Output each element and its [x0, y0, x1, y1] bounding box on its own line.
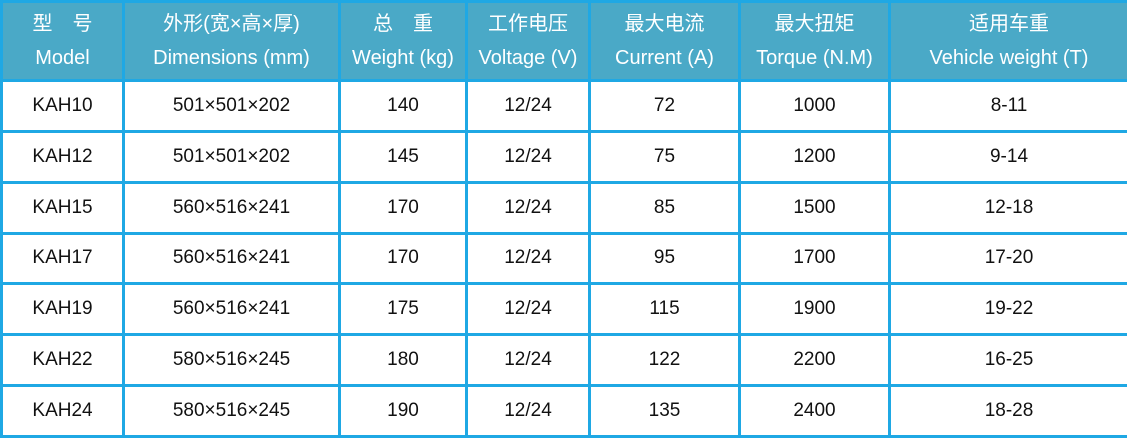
table-row: KAH15 560×516×241 170 12/24 85 1500 12-18	[0, 180, 1127, 235]
cell-torque: 1500	[738, 180, 891, 235]
header-zh: 外形(宽×高×厚)	[163, 13, 300, 35]
cell-voltage: 12/24	[465, 282, 591, 337]
table-row: KAH10 501×501×202 140 12/24 72 1000 8-11	[0, 79, 1127, 133]
cell-current: 75	[588, 129, 741, 184]
cell-torque: 2200	[738, 333, 891, 388]
cell-torque: 1900	[738, 282, 891, 337]
table-row: KAH22 580×516×245 180 12/24 122 2200 16-25	[0, 333, 1127, 388]
cell-dimensions: 580×516×245	[122, 384, 341, 438]
cell-vehicle-weight: 17-20	[888, 231, 1127, 286]
table-row: KAH19 560×516×241 175 12/24 115 1900 19-22	[0, 282, 1127, 337]
header-row: 型 号 Model 外形(宽×高×厚) Dimensions (mm) 总 重 Weigh…	[0, 0, 1127, 82]
cell-current: 72	[588, 79, 741, 133]
header-model: 型 号 Model	[0, 0, 125, 82]
header-vehicle-weight: 适用车重 Vehicle weight (T)	[888, 0, 1127, 82]
header-zh: 最大扭矩	[774, 13, 855, 35]
cell-voltage: 12/24	[465, 79, 591, 133]
cell-torque: 1700	[738, 231, 891, 286]
cell-torque: 1200	[738, 129, 891, 184]
header-zh: 总 重	[373, 13, 433, 35]
table-row: KAH12 501×501×202 145 12/24 75 1200 9-14	[0, 129, 1127, 184]
cell-weight: 170	[338, 231, 468, 286]
cell-vehicle-weight: 8-11	[888, 79, 1127, 133]
cell-weight: 140	[338, 79, 468, 133]
cell-current: 95	[588, 231, 741, 286]
header-zh: 适用车重	[969, 13, 1049, 35]
header-en: Model	[35, 47, 90, 69]
header-dimensions: 外形(宽×高×厚) Dimensions (mm)	[122, 0, 341, 82]
cell-model: KAH22	[0, 333, 125, 388]
cell-weight: 180	[338, 333, 468, 388]
cell-torque: 1000	[738, 79, 891, 133]
cell-vehicle-weight: 16-25	[888, 333, 1127, 388]
header-weight: 总 重 Weight (kg)	[338, 0, 468, 82]
cell-vehicle-weight: 9-14	[888, 129, 1127, 184]
header-en: Weight (kg)	[352, 47, 454, 69]
cell-model: KAH12	[0, 129, 125, 184]
header-en: Dimensions (mm)	[153, 47, 310, 69]
cell-voltage: 12/24	[465, 384, 591, 438]
cell-dimensions: 501×501×202	[122, 79, 341, 133]
cell-current: 122	[588, 333, 741, 388]
header-en: Vehicle weight (T)	[929, 47, 1089, 69]
cell-vehicle-weight: 12-18	[888, 180, 1127, 235]
cell-voltage: 12/24	[465, 129, 591, 184]
cell-weight: 190	[338, 384, 468, 438]
cell-voltage: 12/24	[465, 180, 591, 235]
header-voltage: 工作电压 Voltage (V)	[465, 0, 591, 82]
cell-model: KAH17	[0, 231, 125, 286]
cell-torque: 2400	[738, 384, 891, 438]
header-en: Torque (N.M)	[756, 47, 873, 69]
cell-dimensions: 560×516×241	[122, 282, 341, 337]
cell-dimensions: 580×516×245	[122, 333, 341, 388]
cell-model: KAH15	[0, 180, 125, 235]
cell-weight: 145	[338, 129, 468, 184]
cell-current: 135	[588, 384, 741, 438]
cell-dimensions: 560×516×241	[122, 231, 341, 286]
header-current: 最大电流 Current (A)	[588, 0, 741, 82]
header-torque: 最大扭矩 Torque (N.M)	[738, 0, 891, 82]
cell-model: KAH24	[0, 384, 125, 438]
header-zh: 最大电流	[624, 13, 705, 35]
cell-dimensions: 501×501×202	[122, 129, 341, 184]
cell-dimensions: 560×516×241	[122, 180, 341, 235]
table-row: KAH17 560×516×241 170 12/24 95 1700 17-20	[0, 231, 1127, 286]
cell-model: KAH10	[0, 79, 125, 133]
header-zh: 型 号	[32, 13, 93, 35]
cell-current: 115	[588, 282, 741, 337]
cell-vehicle-weight: 19-22	[888, 282, 1127, 337]
header-zh: 工作电压	[488, 13, 568, 35]
table-row: KAH24 580×516×245 190 12/24 135 2400 18-28	[0, 384, 1127, 438]
cell-weight: 175	[338, 282, 468, 337]
header-en: Voltage (V)	[478, 47, 578, 69]
header-en: Current (A)	[615, 47, 714, 69]
cell-vehicle-weight: 18-28	[888, 384, 1127, 438]
cell-current: 85	[588, 180, 741, 235]
cell-weight: 170	[338, 180, 468, 235]
cell-voltage: 12/24	[465, 333, 591, 388]
cell-model: KAH19	[0, 282, 125, 337]
cell-voltage: 12/24	[465, 231, 591, 286]
